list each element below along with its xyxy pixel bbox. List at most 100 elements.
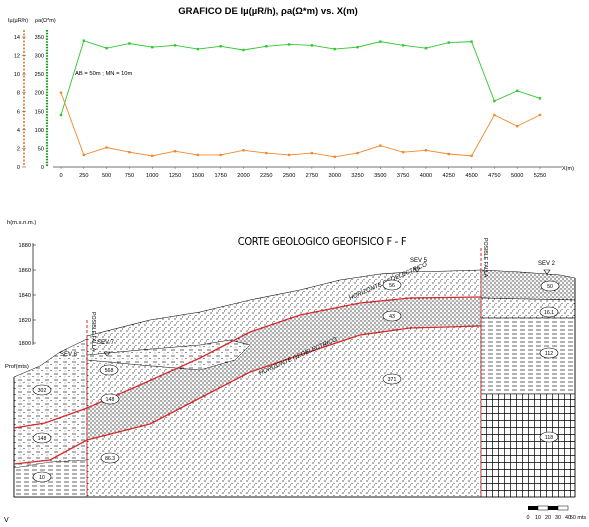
series-0-point	[333, 47, 336, 51]
y2-tick-label: 150	[35, 109, 44, 115]
x-tick-label: 750	[125, 173, 134, 179]
x-tick-label: 5000	[511, 173, 523, 179]
series-1-point	[493, 113, 496, 117]
y1-tick-label: 6	[17, 109, 20, 115]
layer-value-text: 10	[39, 475, 45, 481]
series-1-point	[219, 153, 222, 157]
layer-value-text: 302	[38, 388, 47, 394]
layer-value-text: 112	[545, 351, 553, 357]
layer-value-oval: 86.3	[100, 452, 120, 464]
y2-tick-label: 50	[38, 146, 44, 152]
x-tick-label: 3250	[351, 173, 363, 179]
series-1-point	[333, 155, 336, 158]
x-tick-label: 2500	[283, 173, 295, 179]
series-1-point	[242, 149, 245, 152]
series-1-point	[196, 153, 200, 157]
series-1-point	[356, 151, 359, 155]
series-1-point	[287, 153, 291, 157]
elevation-tick-label: 1800	[19, 341, 31, 347]
series-0-point	[493, 99, 496, 103]
layer-value-text: 148	[106, 397, 115, 403]
layer-sev7-pocket	[86, 339, 251, 371]
elevation-tick-label: 1880	[19, 243, 31, 249]
horizon-line-upper	[13, 296, 482, 429]
y2-tick-label: 0	[41, 165, 44, 171]
sev-7-marker	[103, 351, 111, 357]
line-chart: GRAFICO DE Iµ(µR/h), ρa(Ω*m) vs. X(m) Iµ…	[8, 6, 574, 179]
sev-8-label: SEV 8	[60, 352, 78, 358]
layer-value-text: 56	[389, 283, 395, 289]
sev-7: SEV 7	[97, 340, 115, 357]
series-0-point	[310, 44, 314, 47]
horizon-line-lower	[13, 325, 482, 465]
fault-label-right: POSIBLE FALLA	[482, 238, 488, 278]
sev-2-marker	[543, 269, 551, 275]
x-tick-label: 4750	[488, 173, 500, 179]
layer-value-oval: 112	[539, 347, 559, 359]
x-tick-label: 3500	[374, 173, 386, 179]
layer-value-oval: 118	[539, 431, 559, 443]
layer-value-text: 86.3	[105, 456, 115, 462]
y1-tick-label: 14	[14, 35, 20, 41]
series-1-point	[515, 124, 519, 128]
y2-axis-label: ρa(Ω*m)	[35, 18, 56, 24]
series-0-point	[242, 48, 245, 52]
series-0-point	[265, 45, 268, 48]
series-0-point	[538, 97, 542, 100]
y2-tick-label: 200	[35, 91, 44, 97]
series-1-point	[470, 154, 473, 158]
elevation-tick-label: 1840	[19, 293, 31, 299]
layer-value-oval: 56	[382, 279, 402, 291]
series-0-point	[151, 46, 154, 49]
series-0-point	[128, 42, 131, 45]
y1-tick-label: 12	[14, 54, 20, 60]
scale-tick-label: 30	[555, 515, 561, 521]
scale-tick-label: 40	[565, 515, 571, 521]
series-1-point	[59, 91, 63, 94]
series-1-point	[424, 149, 428, 152]
scale-tick-label: 0	[527, 515, 530, 521]
layer-value-oval: 43	[382, 310, 402, 322]
series-line-0	[60, 40, 541, 116]
layer-value-text: 371	[388, 377, 397, 383]
scale-tick-label: 20	[545, 515, 551, 521]
layer-value-oval: 50	[540, 280, 560, 292]
x-tick-label: 2250	[260, 173, 272, 179]
layer-value-text: 16.1	[544, 310, 554, 316]
layer-right-2	[480, 297, 576, 319]
series-1-point	[310, 151, 314, 155]
elevation-tick-label: 1860	[19, 268, 31, 274]
layer-value-oval: 16.1	[539, 306, 559, 318]
y2-tick-label: 350	[35, 35, 44, 41]
geologic-section: CORTE GEOLOGICO GEOFISICO F - F h(m.s.n.…	[4, 220, 586, 524]
series-0-point	[105, 46, 108, 50]
sev-2: SEV 2	[538, 261, 556, 275]
series-1-point	[265, 151, 268, 155]
series-0-point	[196, 47, 200, 51]
series-1-point	[82, 153, 86, 157]
layer-value-oval: 148	[32, 432, 52, 444]
fault-label-left: POSIBLE FALLA	[90, 312, 96, 352]
north-glyph: V	[4, 517, 9, 524]
sev-7-label: SEV 7	[97, 340, 115, 346]
series-0-point	[356, 46, 359, 49]
series-line-1	[60, 92, 541, 158]
y1-tick-label: 8	[17, 91, 20, 97]
chart-title: GRAFICO DE Iµ(µR/h), ρa(Ω*m) vs. X(m)	[178, 6, 358, 17]
x-tick-label: 1750	[214, 173, 226, 179]
series-0-point	[379, 40, 382, 43]
series-1-point	[151, 154, 154, 158]
x-tick-label: 4500	[465, 173, 477, 179]
layer-value-oval: 568	[99, 364, 119, 376]
sev-8: SEV 8	[60, 352, 78, 358]
x-tick-label: 2000	[237, 173, 249, 179]
scale-tick-label: 10	[535, 515, 541, 521]
series-0-point	[401, 44, 405, 47]
series-1-point	[379, 144, 382, 147]
layer-value-text: 568	[105, 368, 114, 374]
series-1-point	[447, 152, 450, 156]
x-tick-label: 1500	[192, 173, 204, 179]
scale-tick-label: 50 mts	[570, 515, 586, 521]
